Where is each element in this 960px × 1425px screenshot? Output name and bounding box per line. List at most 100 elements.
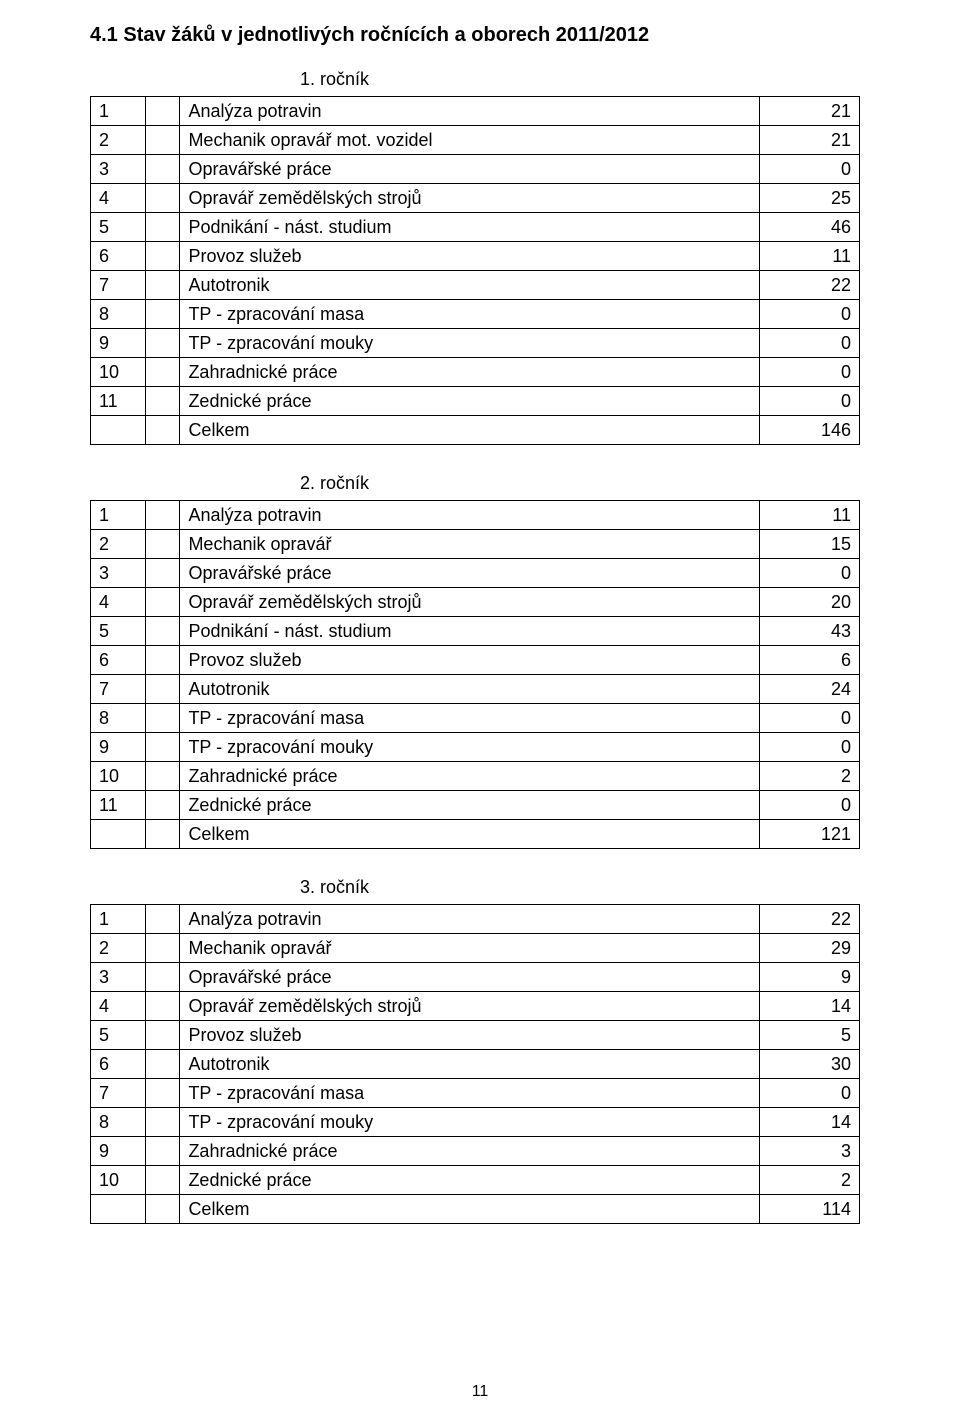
row-gap	[145, 559, 180, 588]
table-row: 5Podnikání - nást. studium43	[91, 617, 860, 646]
row-gap	[145, 646, 180, 675]
row-value: 2	[759, 762, 859, 791]
row-label: Podnikání - nást. studium	[180, 213, 759, 242]
row-gap	[145, 1108, 180, 1137]
table-row: 4Opravář zemědělských strojů25	[91, 184, 860, 213]
table-row: 2 Mechanik opravář15	[91, 530, 860, 559]
row-gap	[145, 791, 180, 820]
row-gap	[145, 992, 180, 1021]
row-value: 46	[759, 213, 859, 242]
row-gap	[145, 387, 180, 416]
row-gap	[145, 675, 180, 704]
row-label: Mechanik opravář	[180, 530, 759, 559]
table-year-1: 1Analýza potravin212Mechanik opravář mot…	[90, 96, 860, 445]
row-value: 15	[759, 530, 859, 559]
row-label: Zahradnické práce	[180, 1137, 760, 1166]
row-value: 5	[759, 1021, 859, 1050]
row-value: 0	[759, 1079, 859, 1108]
table-body-3: 1Analýza potravin222Mechanik opravář293O…	[91, 905, 860, 1224]
row-label: Opravář zemědělských strojů	[180, 992, 760, 1021]
table-row: 7Autotronik22	[91, 271, 860, 300]
row-label: Autotronik	[180, 675, 759, 704]
row-label: Opravář zemědělských strojů	[180, 184, 759, 213]
row-label: Opravářské práce	[180, 559, 759, 588]
row-number: 8	[91, 704, 146, 733]
row-number: 3	[91, 155, 146, 184]
row-value: 30	[759, 1050, 859, 1079]
table-row: 4Opravář zemědělských strojů14	[91, 992, 860, 1021]
row-number	[91, 416, 146, 445]
row-label: Celkem	[180, 416, 759, 445]
table-row: 6Autotronik30	[91, 1050, 860, 1079]
row-gap	[145, 1166, 180, 1195]
row-gap	[145, 242, 180, 271]
row-gap	[145, 733, 180, 762]
row-label: Celkem	[180, 1195, 760, 1224]
row-value: 14	[759, 1108, 859, 1137]
row-gap	[145, 1050, 180, 1079]
row-value: 0	[759, 559, 859, 588]
row-label: Analýza potravin	[180, 97, 759, 126]
row-number: 3	[91, 963, 146, 992]
row-label: Autotronik	[180, 271, 759, 300]
row-value: 22	[759, 905, 859, 934]
row-number: 2	[91, 530, 146, 559]
table-row: 3Opravářské práce9	[91, 963, 860, 992]
table-row: 11Zednické práce0	[91, 791, 860, 820]
row-number: 5	[91, 213, 146, 242]
table-row: 9Zahradnické práce3	[91, 1137, 860, 1166]
row-label: Zednické práce	[180, 387, 759, 416]
row-value: 0	[759, 155, 859, 184]
page: 4.1 Stav žáků v jednotlivých ročnících a…	[0, 0, 960, 1425]
row-gap	[145, 530, 180, 559]
row-number: 4	[91, 588, 146, 617]
row-value: 0	[759, 791, 859, 820]
row-value: 25	[759, 184, 859, 213]
year-heading-3: 3. ročník	[300, 877, 870, 898]
row-value: 43	[759, 617, 859, 646]
row-label: TP - zpracování mouky	[180, 733, 759, 762]
row-label: TP - zpracování masa	[180, 300, 759, 329]
row-number: 11	[91, 791, 146, 820]
table-row: 8TP - zpracování masa0	[91, 704, 860, 733]
table-body-2: 1Analýza potravin112Mechanik opravář153O…	[91, 501, 860, 849]
table-year-2: 1Analýza potravin112Mechanik opravář153O…	[90, 500, 860, 849]
table-row: 7Autotronik24	[91, 675, 860, 704]
table-row: 6Provoz služeb6	[91, 646, 860, 675]
row-gap	[145, 358, 180, 387]
row-number: 1	[91, 501, 146, 530]
row-gap	[145, 271, 180, 300]
table-row: Celkem146	[91, 416, 860, 445]
row-number: 7	[91, 675, 146, 704]
page-number: 11	[0, 1383, 960, 1401]
row-value: 121	[759, 820, 859, 849]
row-value: 3	[759, 1137, 859, 1166]
table-row: 3Opravářské práce0	[91, 155, 860, 184]
row-label: Provoz služeb	[180, 242, 759, 271]
row-number: 11	[91, 387, 146, 416]
row-value: 146	[759, 416, 859, 445]
row-label: Mechanik opravář mot. vozidel	[180, 126, 759, 155]
row-number: 5	[91, 1021, 146, 1050]
table-row: 9TP - zpracování mouky0	[91, 329, 860, 358]
table-row: 2Mechanik opravář29	[91, 934, 860, 963]
year-heading-2: 2. ročník	[300, 473, 870, 494]
table-row: 1Analýza potravin21	[91, 97, 860, 126]
row-label: Opravář zemědělských strojů	[180, 588, 759, 617]
row-gap	[145, 155, 180, 184]
row-value: 11	[759, 242, 859, 271]
row-number	[91, 1195, 146, 1224]
row-value: 0	[759, 300, 859, 329]
row-number	[91, 820, 146, 849]
table-row: 1Analýza potravin11	[91, 501, 860, 530]
row-value: 114	[759, 1195, 859, 1224]
row-gap	[145, 762, 180, 791]
row-number: 5	[91, 617, 146, 646]
row-gap	[145, 501, 180, 530]
row-label: Zahradnické práce	[180, 762, 759, 791]
row-gap	[145, 1195, 180, 1224]
table-row: 3Opravářské práce0	[91, 559, 860, 588]
row-value: 21	[759, 97, 859, 126]
row-gap	[145, 820, 180, 849]
row-value: 20	[759, 588, 859, 617]
